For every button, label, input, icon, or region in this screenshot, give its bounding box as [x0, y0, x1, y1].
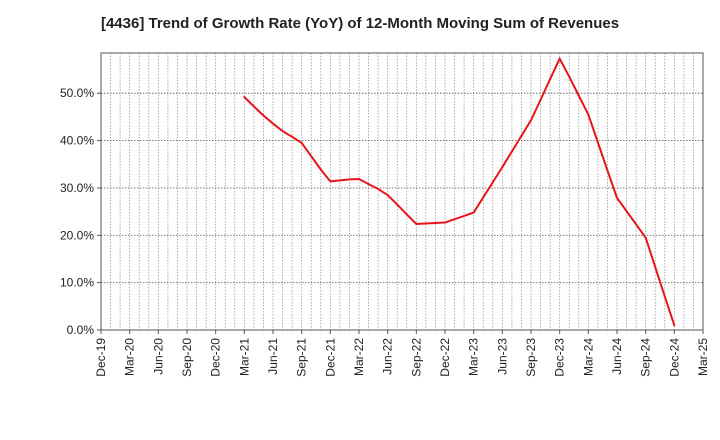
x-tick-label: Sep-23 [524, 338, 538, 377]
data-point [453, 218, 456, 221]
data-point [644, 236, 647, 239]
x-tick-label: Mar-21 [237, 338, 251, 376]
y-tick-label: 20.0% [60, 228, 94, 242]
x-tick-label: Jun-20 [151, 338, 165, 375]
data-point [291, 135, 294, 138]
x-tick-label: Mar-20 [123, 338, 137, 376]
data-point [596, 141, 599, 144]
data-point [396, 203, 399, 206]
data-point [625, 210, 628, 213]
data-point [281, 130, 284, 133]
data-point [262, 114, 265, 117]
data-point [424, 222, 427, 225]
data-point [491, 181, 494, 184]
data-point [434, 222, 437, 224]
data-point [463, 214, 466, 217]
y-tick-label: 40.0% [60, 134, 94, 148]
y-tick-label: 50.0% [60, 86, 94, 100]
data-point [338, 179, 341, 182]
x-tick-label: Dec-20 [209, 338, 223, 377]
data-point [673, 324, 676, 327]
x-tick-labels: Dec-19 Mar-20 Jun-20 Sep-20 Dec-20 Mar-21 Jun-… [94, 338, 710, 377]
series-layer [243, 57, 676, 327]
x-tick-label: Jun-22 [381, 338, 395, 375]
y-tick-label: 10.0% [60, 276, 94, 290]
data-point [520, 134, 523, 137]
x-tick-label: Dec-24 [667, 338, 681, 377]
data-point [358, 178, 360, 180]
data-point [587, 113, 590, 116]
x-tick-label: Sep-22 [409, 338, 423, 377]
data-point [319, 168, 322, 171]
data-point [539, 98, 542, 101]
grid-layer [101, 53, 703, 330]
x-tick-label: Dec-19 [94, 338, 108, 377]
x-tick-label: Jun-24 [610, 338, 624, 375]
data-point [348, 178, 351, 181]
data-point [310, 155, 313, 158]
chart-title: [4436] Trend of Growth Rate (YoY) of 12-… [100, 15, 620, 32]
data-point [386, 194, 389, 196]
axis-layer [97, 52, 704, 334]
data-point [272, 122, 274, 125]
x-tick-label: Dec-22 [438, 338, 452, 377]
data-point [472, 211, 475, 214]
data-point [415, 223, 418, 225]
data-point [444, 221, 446, 224]
x-tick-label: Dec-23 [553, 338, 567, 377]
data-point [663, 295, 666, 298]
x-tick-label: Mar-24 [581, 338, 595, 376]
data-point [577, 94, 580, 97]
data-point [558, 57, 561, 60]
data-point [568, 75, 571, 78]
data-point [635, 223, 638, 226]
data-point [654, 266, 657, 268]
x-tick-label: Jun-23 [495, 338, 509, 375]
data-point [252, 105, 255, 108]
data-point [367, 183, 370, 186]
data-point [300, 142, 303, 144]
data-point [329, 180, 332, 183]
y-tick-label: 30.0% [60, 181, 94, 195]
x-tick-label: Sep-21 [295, 338, 309, 377]
y-tick-labels: 0.0% 10.0% 20.0% 30.0% 40.0% 50.0% [60, 86, 94, 337]
data-point [616, 196, 618, 199]
x-tick-label: Dec-21 [323, 338, 337, 377]
plot-frame [100, 52, 704, 331]
data-point [549, 78, 552, 80]
x-tick-label: Sep-20 [180, 338, 194, 377]
data-point [510, 150, 513, 153]
x-tick-label: Jun-21 [266, 338, 280, 375]
data-point [530, 119, 532, 122]
series-line [243, 57, 676, 327]
x-tick-label: Mar-25 [696, 338, 710, 376]
data-point [501, 166, 504, 169]
x-tick-label: Mar-23 [467, 338, 481, 376]
data-point [377, 188, 380, 190]
x-tick-label: Sep-24 [639, 338, 653, 377]
y-tick-label: 0.0% [67, 323, 95, 337]
data-point [482, 196, 485, 199]
x-tick-label: Mar-22 [352, 338, 366, 376]
data-point [606, 169, 609, 172]
data-point [405, 213, 408, 216]
data-point [243, 96, 246, 98]
